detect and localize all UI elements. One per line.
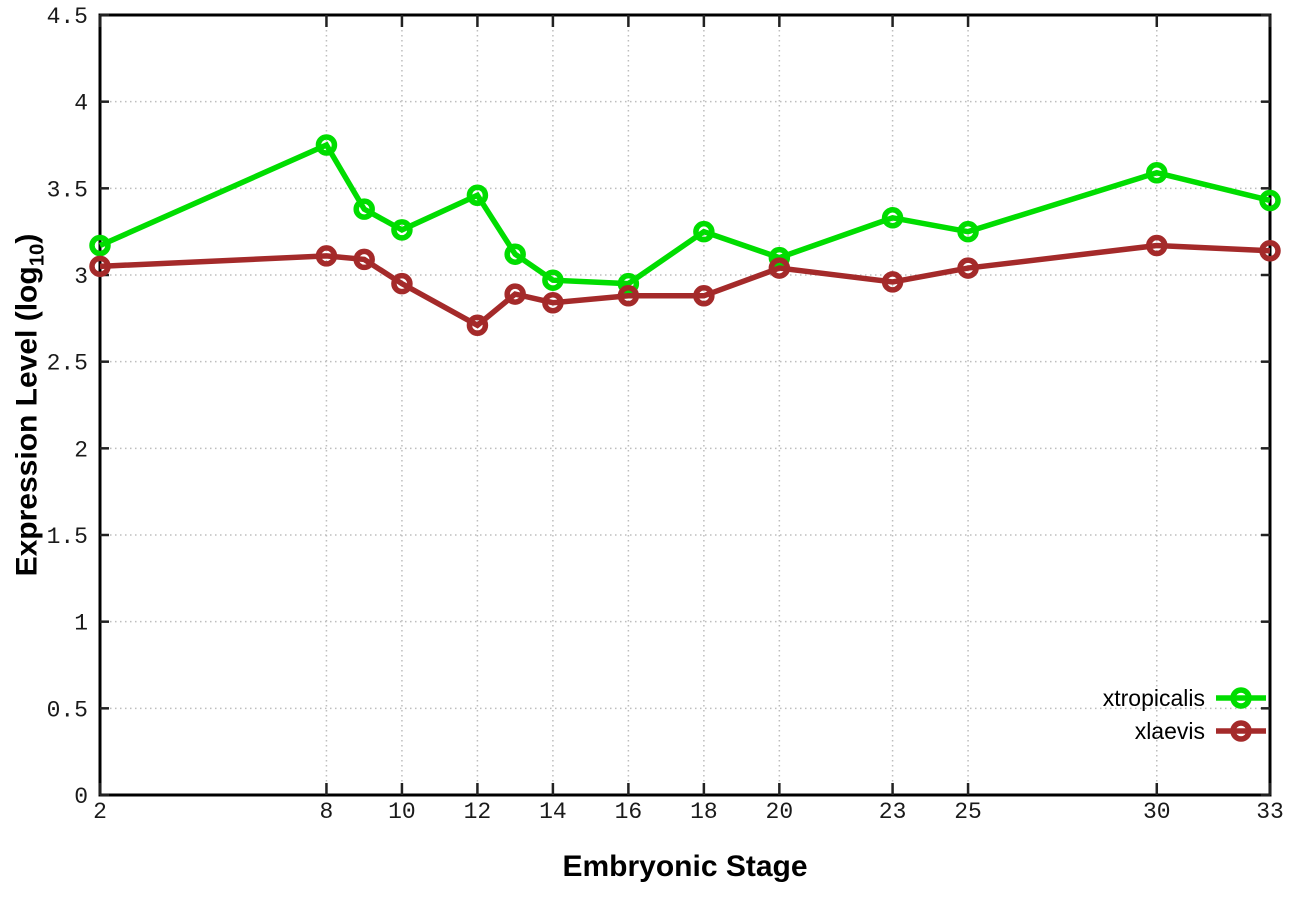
data-point-marker-xtropicalis [353, 198, 375, 220]
legend-sample-xlaevis [1216, 720, 1266, 742]
y-axis-title-text: Expression Level (log [10, 266, 44, 577]
x-tick-label: 25 [954, 799, 982, 825]
data-point-marker-xtropicalis [391, 219, 413, 241]
x-tick-label: 12 [464, 799, 492, 825]
data-point-marker-xtropicalis [466, 184, 489, 207]
legend-label-xlaevis: xlaevis [1134, 718, 1205, 744]
y-axis-title-close: ) [10, 233, 44, 244]
data-point-marker-xlaevis [391, 272, 413, 295]
y-tick-label: 2.5 [47, 351, 88, 377]
data-point-marker-xlaevis [504, 283, 526, 305]
y-tick-label: 3.5 [47, 177, 88, 203]
x-tick-label: 33 [1256, 799, 1284, 825]
data-point-marker-xlaevis [957, 257, 979, 279]
y-axis-title: Expression Level (log10) [11, 234, 50, 577]
x-tick-label: 8 [320, 799, 334, 825]
data-point-marker-xtropicalis [617, 272, 640, 295]
data-point-marker-xlaevis [542, 291, 564, 314]
data-point-marker-xlaevis [89, 255, 111, 278]
data-point-marker-xlaevis [315, 245, 338, 267]
y-tick-label: 4.5 [47, 4, 88, 30]
x-tick-label: 20 [766, 799, 794, 825]
x-tick-label: 30 [1143, 799, 1171, 825]
y-axis-title-subscript: 10 [26, 243, 49, 267]
series-line-xtropicalis [98, 141, 1271, 287]
x-tick-label: 10 [388, 799, 416, 825]
data-point-marker-xlaevis [353, 248, 375, 271]
data-point-marker-xtropicalis [542, 269, 564, 291]
legend-item-xlaevis: xlaevis [1135, 717, 1268, 745]
legend-item-xtropicalis: xtropicalis [1103, 684, 1268, 712]
data-point-marker-xtropicalis [881, 207, 904, 229]
data-point-marker-xlaevis [693, 285, 715, 307]
y-tick-label: 2 [74, 437, 88, 463]
y-tick-label: 4 [74, 91, 88, 117]
data-point-marker-xtropicalis [1146, 161, 1168, 184]
legend-marker-icon [1230, 687, 1252, 709]
data-point-marker-xlaevis [466, 314, 489, 337]
data-point-marker-xtropicalis [89, 234, 111, 257]
legend-sample-xtropicalis [1216, 687, 1266, 709]
data-point-marker-xlaevis [881, 271, 904, 293]
x-tick-label: 14 [539, 799, 567, 825]
data-point-marker-xlaevis [1259, 239, 1281, 262]
series-line-xlaevis [99, 242, 1271, 329]
data-point-marker-xtropicalis [957, 220, 979, 243]
x-tick-label: 23 [879, 799, 907, 825]
x-axis-title: Embryonic Stage [562, 850, 808, 883]
data-point-marker-xtropicalis [504, 243, 526, 265]
y-tick-label: 1.5 [47, 524, 88, 550]
y-tick-label: 0 [74, 784, 88, 810]
data-point-marker-xlaevis [768, 257, 791, 279]
x-tick-label: 18 [690, 799, 718, 825]
y-tick-label: 1 [74, 611, 88, 637]
data-point-marker-xtropicalis [693, 220, 715, 243]
x-tick-label: 2 [93, 799, 107, 825]
legend: xtropicalis xlaevis [1103, 684, 1268, 745]
plot-border [98, 13, 1272, 797]
legend-marker-icon [1230, 720, 1252, 742]
data-point-marker-xlaevis [1146, 234, 1168, 257]
y-tick-label: 3 [74, 264, 88, 290]
data-point-marker-xtropicalis [315, 134, 338, 156]
x-tick-label: 16 [615, 799, 643, 825]
legend-label-xtropicalis: xtropicalis [1102, 685, 1205, 711]
data-point-marker-xtropicalis [1259, 189, 1281, 212]
data-point-marker-xlaevis [617, 285, 640, 307]
y-tick-label: 0.5 [47, 697, 88, 723]
